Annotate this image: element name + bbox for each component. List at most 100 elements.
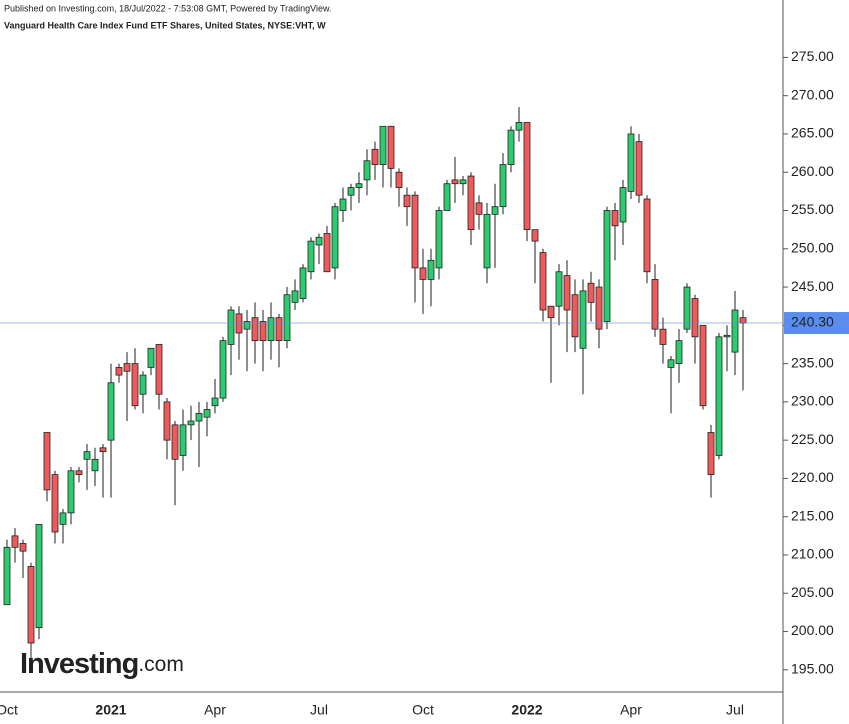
- candle-body: [699, 324, 707, 407]
- candle-body: [659, 328, 667, 345]
- candle-body: [483, 213, 491, 269]
- candle-body: [187, 420, 195, 426]
- candle-body: [475, 202, 483, 215]
- candle-body: [619, 187, 627, 223]
- y-tick-label: 215.00: [791, 507, 834, 523]
- candle-body: [11, 535, 19, 548]
- candle-body: [67, 470, 75, 514]
- chart-title: Vanguard Health Care Index Fund ETF Shar…: [4, 20, 326, 30]
- candle-body: [643, 198, 651, 273]
- logo-suffix: .com: [138, 653, 184, 676]
- candle-body: [451, 179, 459, 185]
- candle-body: [211, 397, 219, 407]
- candle-body: [147, 347, 155, 368]
- candle-body: [379, 125, 387, 165]
- candle-body: [675, 340, 683, 365]
- y-tick-label: 230.00: [791, 393, 834, 409]
- candle-body: [315, 236, 323, 246]
- y-tick-label: 250.00: [791, 239, 834, 255]
- candle-body: [539, 252, 547, 311]
- candle-body: [107, 382, 115, 441]
- candle-body: [491, 206, 499, 215]
- y-tick-label: 195.00: [791, 661, 834, 677]
- candle-body: [131, 363, 139, 407]
- candle-body: [171, 424, 179, 460]
- candle-body: [683, 286, 691, 330]
- candle-body: [579, 290, 587, 349]
- candle-body: [259, 321, 267, 342]
- candle-body: [635, 141, 643, 196]
- candle-body: [459, 179, 467, 185]
- x-tick-label: Oct: [412, 702, 434, 718]
- candle-body: [243, 321, 251, 330]
- candle-body: [691, 298, 699, 338]
- candle-body: [51, 474, 59, 533]
- candle-body: [371, 148, 379, 165]
- candle-body: [163, 401, 171, 441]
- candle-body: [139, 374, 147, 395]
- candle-body: [43, 432, 51, 491]
- candle-body: [347, 187, 355, 196]
- candle-body: [219, 340, 227, 399]
- candle-body: [611, 210, 619, 227]
- candle-body: [603, 210, 611, 322]
- candle-body: [411, 194, 419, 269]
- last-price-label: 240.30: [791, 314, 834, 330]
- candle-body: [275, 317, 283, 342]
- published-note: Published on Investing.com, 18/Jul/2022 …: [4, 3, 332, 13]
- y-tick-label: 210.00: [791, 546, 834, 562]
- candle-body: [667, 359, 675, 368]
- candle-body: [467, 175, 475, 231]
- candle-body: [419, 267, 427, 280]
- candle-body: [731, 309, 739, 353]
- candle-body: [155, 344, 163, 395]
- candle-body: [387, 125, 395, 169]
- candle-body: [507, 129, 515, 165]
- candle-body: [307, 240, 315, 273]
- y-tick-label: 235.00: [791, 354, 834, 370]
- candle-body: [499, 164, 507, 208]
- candle-body: [3, 546, 11, 606]
- candle-body: [595, 286, 603, 330]
- candle-body: [555, 271, 563, 307]
- candle-body: [515, 122, 523, 131]
- candle-body: [35, 523, 43, 629]
- candle-body: [723, 334, 731, 338]
- candle-body: [395, 171, 403, 188]
- x-tick-label: 2022: [511, 702, 542, 718]
- candle-body: [283, 294, 291, 342]
- candle-body: [123, 363, 131, 372]
- y-tick-label: 255.00: [791, 201, 834, 217]
- y-tick-label: 225.00: [791, 431, 834, 447]
- x-tick-label: Apr: [620, 702, 642, 718]
- candle-body: [547, 305, 555, 319]
- y-tick-label: 275.00: [791, 48, 834, 64]
- candle-body: [427, 259, 435, 280]
- candle-body: [331, 206, 339, 269]
- x-tick-label: 2021: [95, 702, 126, 718]
- candle-body: [355, 183, 363, 188]
- y-tick-label: 265.00: [791, 125, 834, 141]
- y-tick-label: 270.00: [791, 86, 834, 102]
- x-tick-label: Jul: [310, 702, 328, 718]
- candle-body: [59, 512, 67, 525]
- candle-body: [739, 317, 747, 324]
- y-tick-label: 220.00: [791, 469, 834, 485]
- candle-body: [587, 282, 595, 303]
- candle-body: [27, 566, 35, 644]
- candle-body: [267, 317, 275, 342]
- candle-body: [339, 198, 347, 211]
- candle-body: [83, 451, 91, 460]
- y-tick-label: 205.00: [791, 584, 834, 600]
- logo: Investing.com: [20, 648, 184, 680]
- candle-body: [299, 267, 307, 299]
- candle-body: [531, 229, 539, 242]
- y-tick-label: 200.00: [791, 622, 834, 638]
- candle-body: [115, 367, 123, 376]
- candle-body: [323, 233, 331, 273]
- candle-body: [563, 275, 571, 311]
- x-tick-label: Oct: [0, 702, 18, 718]
- candle-body: [179, 424, 187, 456]
- candle-body: [571, 294, 579, 338]
